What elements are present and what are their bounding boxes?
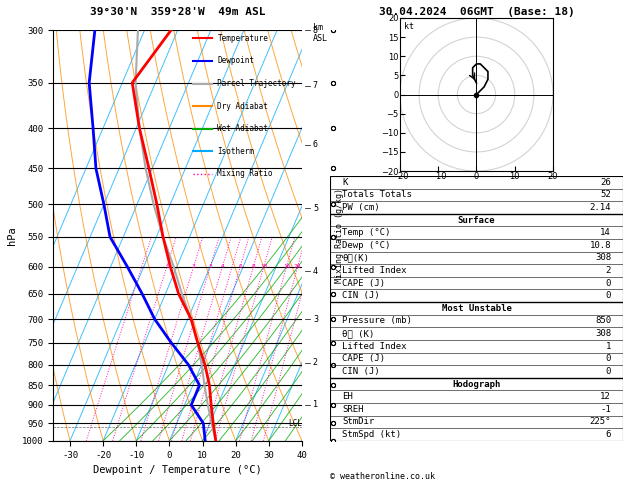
- Text: 308: 308: [595, 329, 611, 338]
- Text: kt: kt: [404, 22, 414, 31]
- Text: 0: 0: [606, 278, 611, 288]
- Text: Isotherm: Isotherm: [218, 147, 255, 156]
- Text: Mixing Ratio: Mixing Ratio: [218, 169, 273, 178]
- Text: Dewpoint: Dewpoint: [218, 56, 255, 66]
- X-axis label: Dewpoint / Temperature (°C): Dewpoint / Temperature (°C): [93, 465, 262, 475]
- Text: 6: 6: [238, 264, 242, 269]
- Text: Parcel Trajectory: Parcel Trajectory: [218, 79, 296, 88]
- Text: Temperature: Temperature: [218, 34, 269, 43]
- Text: PW (cm): PW (cm): [342, 203, 379, 212]
- Text: Most Unstable: Most Unstable: [442, 304, 511, 313]
- Text: Mixing Ratio (g/kg): Mixing Ratio (g/kg): [335, 188, 344, 283]
- Text: CAPE (J): CAPE (J): [342, 354, 385, 364]
- Text: 6: 6: [313, 140, 318, 149]
- Text: StmDir: StmDir: [342, 417, 374, 426]
- Text: 4: 4: [221, 264, 225, 269]
- Text: 8: 8: [252, 264, 255, 269]
- Text: 0: 0: [606, 354, 611, 364]
- Text: Lifted Index: Lifted Index: [342, 342, 406, 351]
- Text: CAPE (J): CAPE (J): [342, 278, 385, 288]
- Text: 2: 2: [192, 264, 196, 269]
- Text: 2: 2: [606, 266, 611, 275]
- Text: Pressure (mb): Pressure (mb): [342, 316, 412, 326]
- Y-axis label: hPa: hPa: [7, 226, 17, 245]
- Text: 2: 2: [313, 358, 318, 367]
- Text: Hodograph: Hodograph: [452, 380, 501, 388]
- Text: 20: 20: [294, 264, 301, 269]
- Text: Totals Totals: Totals Totals: [342, 191, 412, 199]
- Text: 52: 52: [600, 191, 611, 199]
- Text: Dry Adiabat: Dry Adiabat: [218, 102, 269, 111]
- Text: LCL: LCL: [288, 418, 302, 428]
- Text: 0: 0: [606, 291, 611, 300]
- Text: Temp (°C): Temp (°C): [342, 228, 391, 237]
- Text: 0: 0: [606, 367, 611, 376]
- Text: θᴄ (K): θᴄ (K): [342, 329, 374, 338]
- Text: 39°30'N  359°28'W  49m ASL: 39°30'N 359°28'W 49m ASL: [90, 7, 265, 17]
- Text: 14: 14: [600, 228, 611, 237]
- Text: 2.14: 2.14: [589, 203, 611, 212]
- Text: 10.8: 10.8: [589, 241, 611, 250]
- Text: 12: 12: [600, 392, 611, 401]
- Text: 1: 1: [313, 400, 318, 409]
- Text: 1: 1: [606, 342, 611, 351]
- Text: CIN (J): CIN (J): [342, 367, 379, 376]
- Text: -1: -1: [600, 405, 611, 414]
- Text: km
ASL: km ASL: [313, 23, 328, 43]
- Text: Wet Adiabat: Wet Adiabat: [218, 124, 269, 133]
- Text: 850: 850: [595, 316, 611, 326]
- Text: Surface: Surface: [458, 216, 495, 225]
- Text: StmSpd (kt): StmSpd (kt): [342, 430, 401, 439]
- Text: Lifted Index: Lifted Index: [342, 266, 406, 275]
- Text: Dewp (°C): Dewp (°C): [342, 241, 391, 250]
- Text: 3: 3: [313, 314, 318, 324]
- Text: 6: 6: [606, 430, 611, 439]
- Text: 30.04.2024  06GMT  (Base: 18): 30.04.2024 06GMT (Base: 18): [379, 7, 574, 17]
- Text: K: K: [342, 178, 347, 187]
- Text: CIN (J): CIN (J): [342, 291, 379, 300]
- Text: 26: 26: [600, 178, 611, 187]
- Text: 8: 8: [313, 26, 318, 35]
- Text: 225°: 225°: [589, 417, 611, 426]
- Text: 7: 7: [313, 81, 318, 90]
- Text: SREH: SREH: [342, 405, 364, 414]
- Text: 5: 5: [313, 204, 318, 213]
- Text: 308: 308: [595, 253, 611, 262]
- Text: 16: 16: [283, 264, 291, 269]
- Text: EH: EH: [342, 392, 353, 401]
- Text: 1: 1: [165, 264, 169, 269]
- Text: © weatheronline.co.uk: © weatheronline.co.uk: [330, 472, 435, 481]
- Text: 10: 10: [260, 264, 267, 269]
- Text: 4: 4: [313, 267, 318, 276]
- Text: 3: 3: [208, 264, 212, 269]
- Text: θᴄ(K): θᴄ(K): [342, 253, 369, 262]
